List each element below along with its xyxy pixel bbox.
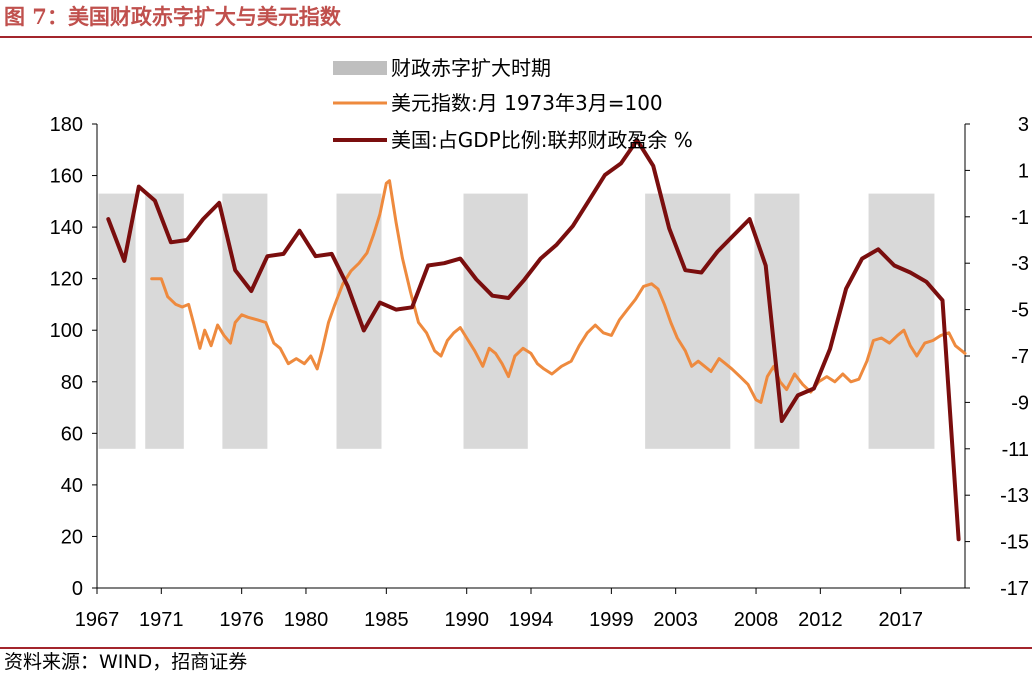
legend-swatch-periods [333, 61, 387, 75]
x-tick-label: 1976 [219, 609, 264, 631]
left-tick-label: 180 [50, 114, 83, 136]
x-tick-label: 1999 [589, 609, 634, 631]
right-tick-label: -17 [1000, 578, 1029, 600]
left-tick-label: 40 [61, 475, 83, 497]
right-tick-label: -5 [1011, 300, 1029, 322]
legend-label-periods: 财政赤字扩大时期 [391, 56, 551, 80]
x-tick-label: 1967 [75, 609, 120, 631]
right-tick-label: -1 [1011, 207, 1029, 229]
left-tick-label: 160 [50, 166, 83, 188]
figure-title: 图 7：美国财政赤字扩大与美元指数 [4, 2, 341, 32]
x-tick-label: 2017 [878, 609, 923, 631]
left-tick-label: 60 [61, 423, 83, 445]
legend-label-surplus: 美国:占GDP比例:联邦财政盈余 % [391, 128, 693, 152]
shaded-period-bar [754, 193, 800, 449]
right-tick-label: 1 [1018, 160, 1029, 182]
x-tick-label: 2008 [734, 609, 779, 631]
right-tick-label: -11 [1002, 439, 1029, 461]
x-tick-label: 2003 [653, 609, 698, 631]
x-tick-label: 2012 [798, 609, 843, 631]
x-axis-ticks: 1967 1971 1976 1980 1985 1990 1994 1999 2003 2008… [75, 588, 923, 631]
left-tick-label: 20 [61, 526, 83, 548]
right-axis-ticks: -17-15-13-11-9-7-5-3-113 [965, 114, 1029, 600]
shaded-period-bar [463, 193, 528, 449]
left-axis-ticks: 0 20 40 60 80 100 120 140 160 180 [50, 114, 97, 600]
shaded-periods [98, 193, 935, 449]
x-tick-label: 1994 [509, 609, 554, 631]
left-tick-label: 100 [50, 320, 83, 342]
left-tick-label: 80 [61, 372, 83, 394]
source-note: 资料来源：WIND，招商证券 [4, 651, 248, 673]
x-tick-label: 1985 [364, 609, 409, 631]
usd-index-line [150, 179, 967, 404]
series-lines [106, 138, 967, 542]
left-tick-label: 140 [50, 217, 83, 239]
surplus-gdp-line [106, 138, 961, 542]
right-tick-label: -13 [1000, 485, 1029, 507]
shaded-period-bar [145, 193, 184, 449]
left-tick-label: 120 [50, 269, 83, 291]
x-tick-label: 1980 [284, 609, 329, 631]
shaded-period-bar [868, 193, 935, 449]
figure-number: 图 7 [4, 4, 47, 29]
right-tick-label: -7 [1011, 346, 1029, 368]
right-tick-label: -15 [1000, 532, 1029, 554]
figure-title-separator: ： [46, 4, 68, 29]
x-tick-label: 1990 [444, 609, 489, 631]
source-rule [0, 647, 1032, 649]
figure-title-text: 美国财政赤字扩大与美元指数 [67, 4, 341, 29]
shaded-period-bar [645, 193, 731, 449]
right-tick-label: -3 [1011, 253, 1029, 275]
right-tick-label: -9 [1011, 392, 1029, 414]
left-tick-label: 0 [72, 578, 83, 600]
x-tick-label: 1971 [139, 609, 184, 631]
right-tick-label: 3 [1018, 114, 1029, 136]
legend-label-usd: 美元指数:月 1973年3月=100 [391, 91, 663, 115]
title-rule [0, 36, 1032, 38]
